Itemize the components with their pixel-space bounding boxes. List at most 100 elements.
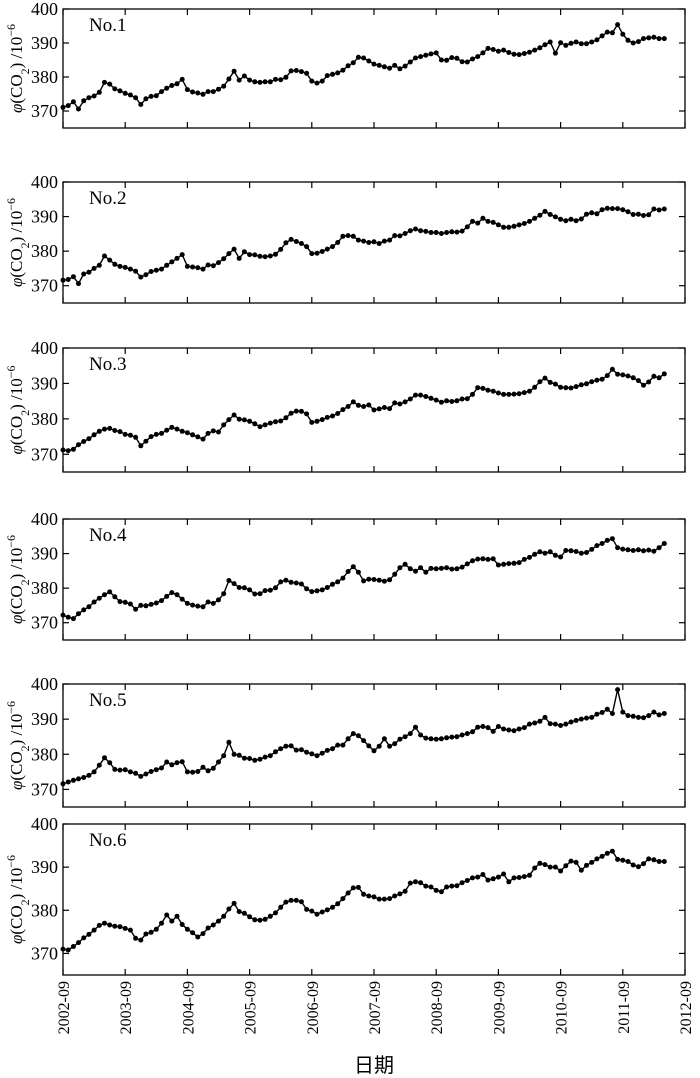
data-point bbox=[164, 759, 170, 765]
data-point bbox=[371, 894, 377, 900]
data-point bbox=[267, 913, 273, 919]
data-point bbox=[594, 543, 600, 549]
data-point bbox=[267, 753, 273, 759]
data-point bbox=[127, 432, 133, 438]
y-axis-label-part: ) /10 bbox=[7, 378, 26, 410]
data-point bbox=[573, 39, 579, 45]
x-tick-label: 2007-09 bbox=[367, 981, 384, 1034]
data-point bbox=[506, 727, 512, 733]
data-point bbox=[133, 770, 139, 776]
data-point bbox=[112, 261, 118, 267]
data-point bbox=[288, 410, 294, 416]
panel-4: 370 380 390 400 φ(CO2) /10−6 No.4 bbox=[4, 509, 686, 641]
data-point bbox=[402, 888, 408, 894]
data-point bbox=[449, 399, 455, 404]
data-point bbox=[485, 877, 491, 883]
data-point bbox=[423, 394, 429, 399]
data-point bbox=[314, 911, 320, 917]
data-point bbox=[459, 228, 465, 234]
data-point bbox=[345, 569, 351, 574]
data-point bbox=[153, 767, 159, 773]
data-point bbox=[392, 62, 398, 68]
data-point bbox=[169, 259, 175, 265]
data-point bbox=[205, 925, 211, 931]
data-point bbox=[563, 721, 569, 727]
data-point bbox=[366, 743, 372, 749]
data-point bbox=[205, 89, 211, 95]
data-point bbox=[594, 377, 600, 383]
data-point bbox=[371, 61, 377, 67]
data-point bbox=[159, 920, 164, 926]
data-point bbox=[345, 890, 351, 896]
data-point bbox=[81, 271, 87, 277]
y-tick-label: 400 bbox=[31, 172, 58, 192]
data-point bbox=[615, 545, 621, 551]
data-point bbox=[542, 375, 548, 381]
data-point bbox=[247, 252, 253, 258]
y-tick-label: 390 bbox=[31, 33, 58, 53]
data-point bbox=[521, 221, 527, 226]
data-point bbox=[423, 228, 429, 234]
data-point bbox=[397, 891, 403, 897]
data-point bbox=[288, 68, 294, 74]
data-point bbox=[153, 600, 159, 606]
data-point bbox=[651, 34, 657, 40]
panel-6: 370 380 390 400 φ(CO2) /10−6 No.6 bbox=[4, 814, 686, 976]
data-point bbox=[547, 721, 553, 727]
data-point bbox=[345, 736, 351, 742]
data-point bbox=[542, 862, 548, 868]
x-tick-label: 2002-09 bbox=[56, 981, 73, 1034]
y-axis-label-part: φ bbox=[7, 104, 26, 113]
data-point bbox=[490, 47, 496, 52]
data-point bbox=[102, 253, 107, 259]
data-point bbox=[278, 579, 284, 585]
data-point bbox=[413, 226, 418, 232]
data-point bbox=[480, 50, 486, 56]
data-point bbox=[309, 751, 315, 757]
data-point bbox=[444, 884, 450, 890]
data-point bbox=[293, 408, 299, 414]
data-point bbox=[304, 906, 310, 912]
data-point bbox=[148, 929, 154, 935]
y-axis-label-part: ) /10 bbox=[7, 714, 26, 746]
data-point bbox=[428, 736, 434, 742]
data-point bbox=[184, 769, 190, 775]
data-point bbox=[133, 606, 139, 612]
data-point bbox=[464, 396, 470, 402]
data-point bbox=[376, 62, 382, 68]
data-point bbox=[464, 59, 470, 65]
data-point bbox=[278, 904, 284, 910]
y-axis-label-part: φ bbox=[7, 935, 26, 944]
data-point bbox=[221, 591, 227, 597]
data-point bbox=[236, 255, 242, 261]
data-point bbox=[319, 909, 325, 915]
data-point bbox=[589, 546, 595, 552]
data-point bbox=[428, 51, 434, 57]
data-point bbox=[444, 57, 450, 63]
data-point bbox=[164, 593, 170, 599]
data-point bbox=[164, 262, 170, 268]
data-point bbox=[335, 742, 341, 748]
data-point bbox=[584, 862, 589, 868]
data-point bbox=[376, 743, 382, 749]
data-point bbox=[604, 373, 610, 379]
data-point bbox=[221, 256, 227, 262]
data-point bbox=[454, 398, 460, 404]
data-point bbox=[231, 900, 237, 906]
data-point bbox=[630, 862, 636, 868]
data-point bbox=[656, 375, 662, 381]
data-point bbox=[148, 93, 154, 99]
data-point bbox=[573, 549, 579, 554]
data-point bbox=[418, 228, 424, 234]
y-tick-label: 370 bbox=[31, 101, 58, 121]
data-point bbox=[361, 404, 367, 409]
data-point bbox=[646, 379, 652, 385]
data-point bbox=[589, 859, 595, 865]
data-point bbox=[381, 238, 387, 244]
y-tick-label: 370 bbox=[31, 276, 58, 296]
data-point bbox=[578, 41, 584, 47]
y-tick-label: 370 bbox=[31, 943, 58, 963]
data-point bbox=[387, 406, 393, 412]
data-point bbox=[117, 924, 123, 930]
data-point bbox=[495, 222, 501, 228]
